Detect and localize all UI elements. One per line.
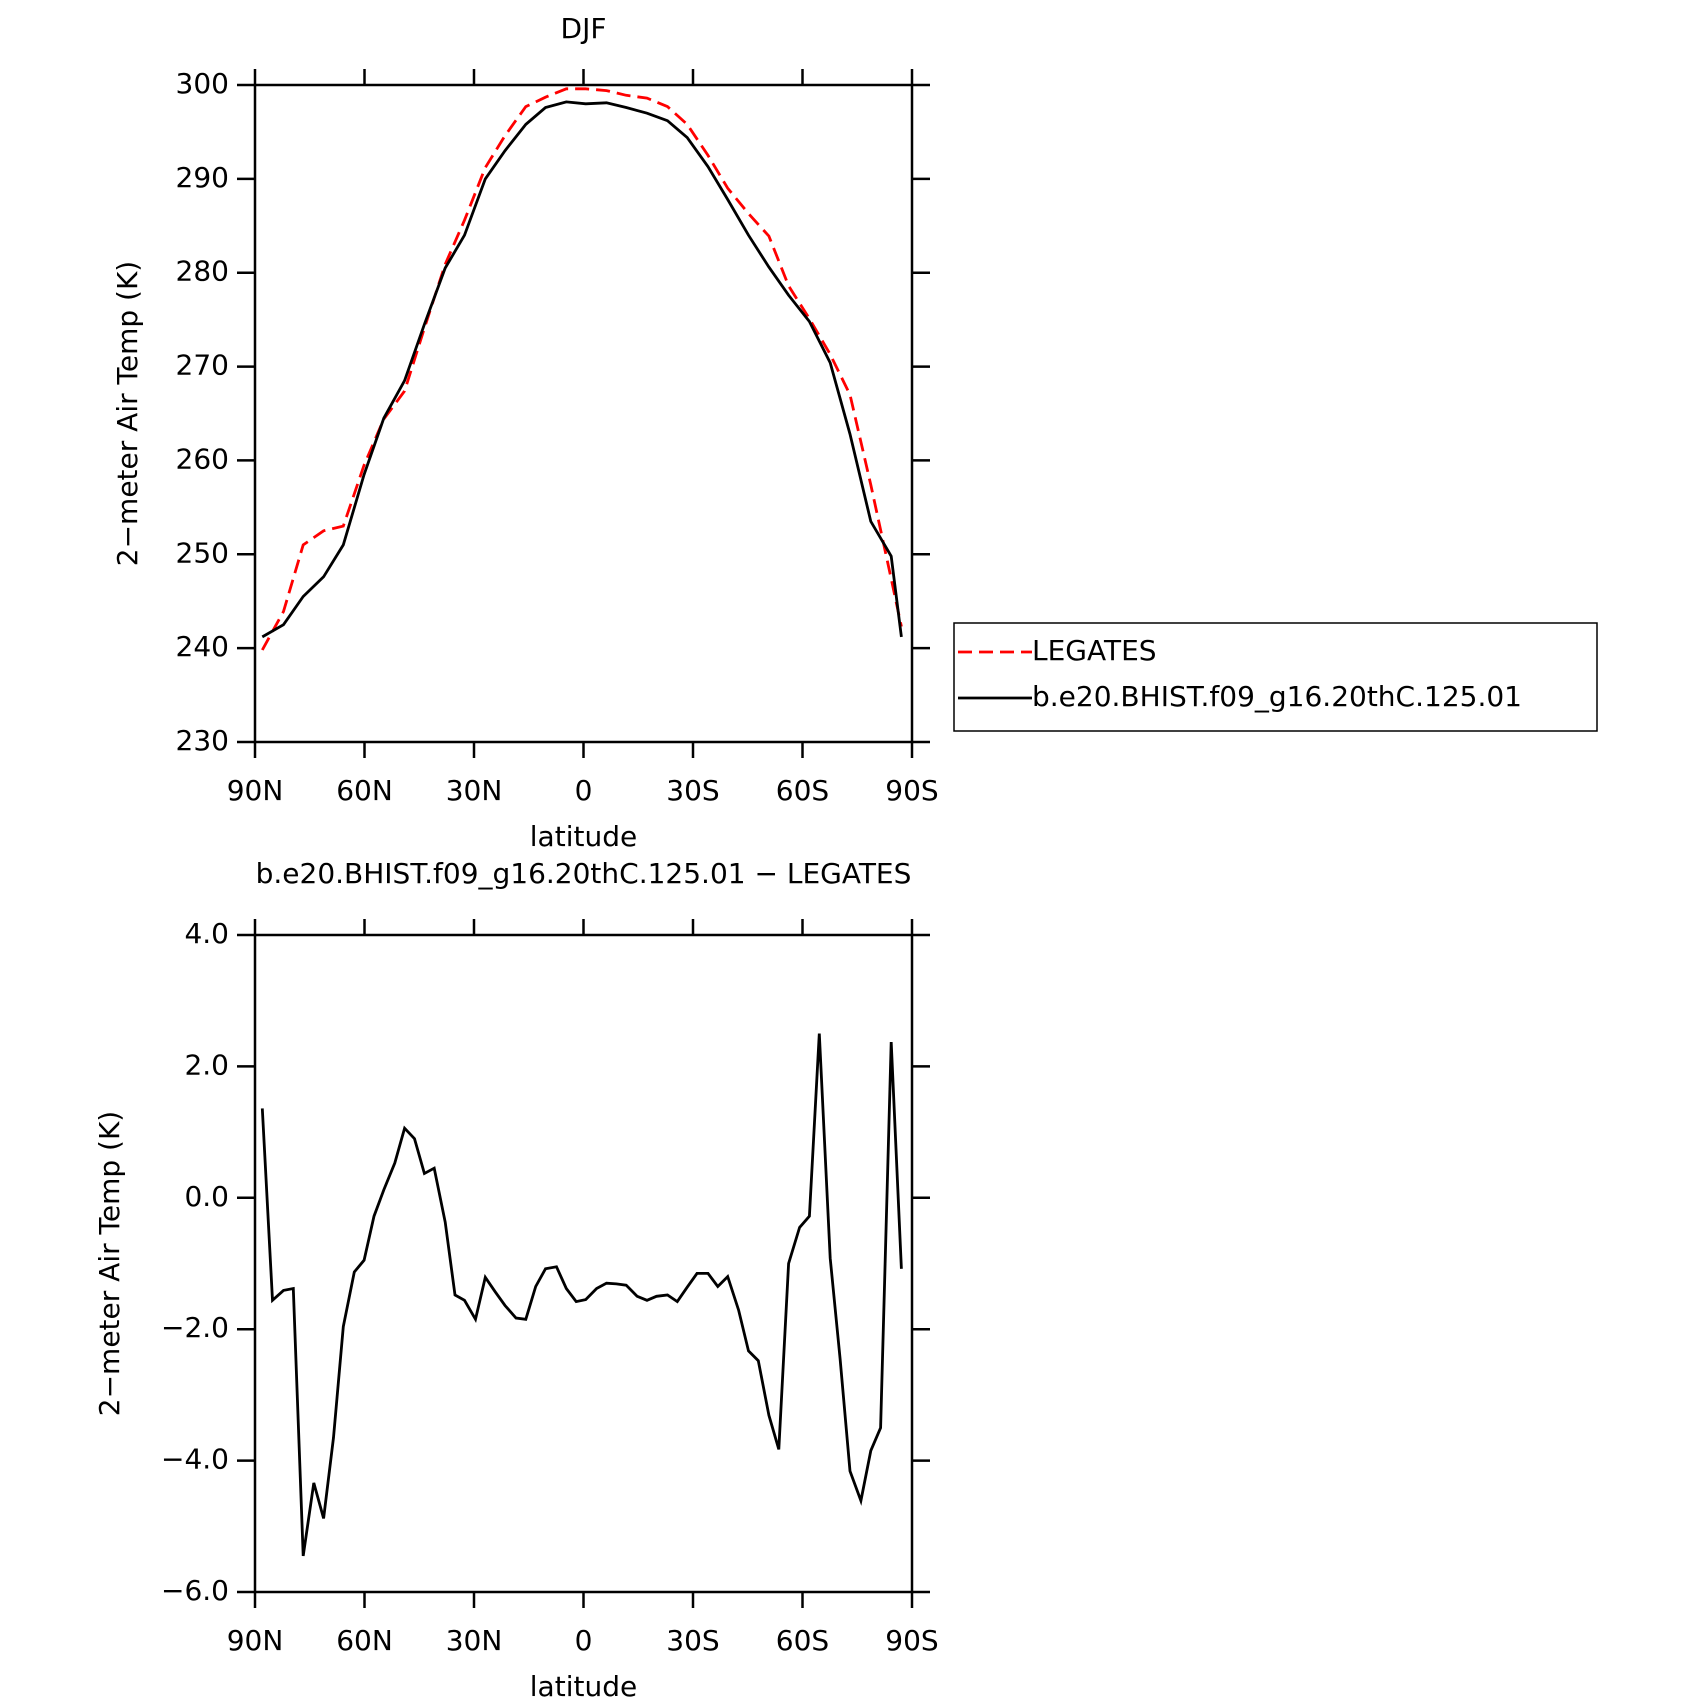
y-tick-label: 250 — [176, 536, 229, 569]
x-tick-label: 90S — [885, 774, 938, 807]
plot-frame — [253, 933, 914, 1594]
y-tick-label: −6.0 — [161, 1574, 229, 1607]
y-tick-label: 230 — [176, 724, 229, 757]
data-line — [260, 1033, 903, 1557]
y-tick-label: 2.0 — [184, 1048, 229, 1081]
x-tick-label: 60N — [336, 774, 393, 807]
y-tick-label: 260 — [176, 442, 229, 475]
legend-label: LEGATES — [1032, 634, 1157, 667]
legend-box — [953, 622, 1598, 732]
y-tick-label: −4.0 — [161, 1443, 229, 1476]
x-axis-label: latitude — [530, 1670, 637, 1703]
x-tick-label: 0 — [575, 774, 593, 807]
x-tick-label: 30S — [666, 1624, 719, 1657]
x-tick-label: 90S — [885, 1624, 938, 1657]
y-tick-label: −2.0 — [161, 1311, 229, 1344]
y-axis-label: 2−meter Air Temp (K) — [111, 261, 144, 566]
x-tick-label: 0 — [575, 1624, 593, 1657]
y-tick-label: 280 — [176, 255, 229, 288]
y-tick-label: 290 — [176, 161, 229, 194]
data-line — [261, 87, 903, 651]
x-tick-label: 60S — [776, 1624, 829, 1657]
x-tick-label: 30N — [446, 1624, 503, 1657]
x-tick-label: 90N — [227, 774, 284, 807]
y-tick-label: 240 — [176, 630, 229, 663]
x-tick-label: 90N — [227, 1624, 284, 1657]
x-tick-label: 30S — [666, 774, 719, 807]
x-axis-label: latitude — [530, 820, 637, 853]
y-tick-label: 300 — [176, 67, 229, 100]
legend-label: b.e20.BHIST.f09_g16.20thC.125.01 — [1032, 680, 1522, 713]
x-tick-label: 60S — [776, 774, 829, 807]
x-tick-label: 60N — [336, 1624, 393, 1657]
x-tick-label: 30N — [446, 774, 503, 807]
y-tick-label: 4.0 — [184, 917, 229, 950]
chart-title: DJF — [561, 12, 607, 45]
chart-title: b.e20.BHIST.f09_g16.20thC.125.01 − LEGAT… — [256, 857, 912, 890]
data-line — [261, 100, 903, 639]
y-tick-label: 0.0 — [184, 1180, 229, 1213]
y-axis-label: 2−meter Air Temp (K) — [93, 1111, 126, 1416]
y-tick-label: 270 — [176, 349, 229, 382]
plot-frame — [253, 83, 914, 744]
